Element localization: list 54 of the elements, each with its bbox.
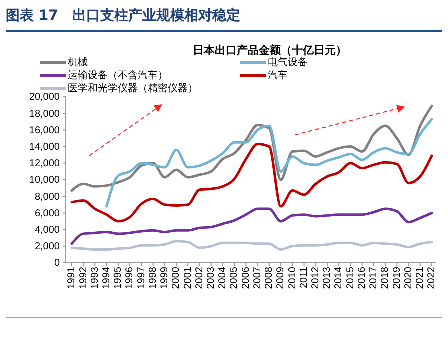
x-tick-label: 1991 [66, 266, 78, 290]
x-tick-label: 1996 [124, 266, 136, 290]
x-tick-label: 1995 [113, 266, 124, 290]
y-tick-label: 14,000 [29, 142, 60, 153]
x-tick-label: 2003 [206, 266, 217, 290]
legend-label: 机械 [68, 56, 88, 69]
x-tick-label: 1994 [101, 266, 112, 290]
x-tick-label: 2019 [392, 266, 403, 290]
legend-label: 电气设备 [268, 56, 308, 69]
x-tick-label: 2010 [287, 266, 298, 290]
x-tick-label: 2012 [310, 266, 322, 290]
x-tick-label: 2009 [276, 266, 287, 290]
legend-label: 医学和光学仪器（精密仪器） [68, 82, 198, 95]
x-tick-label: 2021 [415, 266, 426, 290]
x-tick-label: 2001 [182, 266, 194, 290]
line-series [70, 208, 434, 246]
x-tick-label: 2022 [426, 266, 438, 290]
legend-label: 汽车 [268, 70, 288, 82]
y-tick-label: 4,000 [34, 225, 60, 236]
legend-label: 运输设备（不含汽车） [68, 70, 168, 82]
x-tick-label: 2011 [298, 266, 310, 289]
chart-subtitle: 日本出口产品金额（十亿日元） [193, 44, 347, 57]
x-tick-label: 2000 [171, 266, 182, 290]
x-tick-label: 2007 [252, 266, 264, 290]
x-tick-label: 1998 [148, 266, 159, 290]
x-tick-label: 2006 [240, 266, 252, 290]
y-tick-label: 6,000 [34, 208, 60, 220]
x-tick-label: 2020 [403, 266, 414, 290]
y-tick-label: 18,000 [29, 108, 60, 120]
x-tick-label: 1997 [136, 266, 148, 290]
y-tick-label: 8,000 [34, 192, 60, 203]
y-tick-label: 0 [54, 258, 60, 270]
x-tick-label: 2013 [322, 266, 334, 290]
y-tick-label: 16,000 [29, 125, 60, 136]
y-tick-label: 2,000 [34, 242, 60, 253]
line-series [106, 118, 434, 208]
x-tick-label: 2014 [334, 266, 345, 290]
x-tick-label: 2008 [264, 266, 276, 290]
y-tick-label: 10,000 [29, 175, 60, 186]
x-tick-label: 1999 [160, 266, 171, 290]
x-tick-label: 1992 [78, 266, 90, 290]
x-tick-label: 2018 [380, 266, 392, 290]
y-tick-label: 12,000 [29, 158, 60, 170]
x-tick-label: 2002 [194, 266, 206, 290]
y-tick-label: 20,000 [29, 92, 60, 104]
x-tick-label: 1993 [90, 266, 101, 290]
x-tick-label: 2017 [368, 266, 380, 290]
line-series [70, 240, 434, 251]
x-tick-label: 2005 [229, 266, 240, 290]
x-tick-label: 2016 [356, 266, 368, 290]
x-tick-label: 2004 [218, 266, 229, 290]
line-series [70, 143, 434, 223]
x-tick-label: 2015 [345, 266, 356, 290]
chart-title: 图表 17 出口支柱产业规模相对稳定 [6, 7, 240, 24]
